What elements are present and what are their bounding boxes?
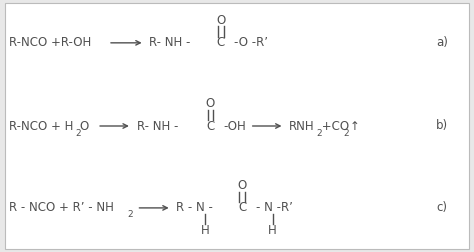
Text: 2: 2 [317, 129, 322, 138]
Text: ↑: ↑ [350, 119, 360, 133]
Text: R- NH -: R- NH - [149, 36, 191, 49]
Text: R - NCO + R’ - NH: R - NCO + R’ - NH [9, 201, 114, 214]
Text: O: O [80, 119, 89, 133]
Text: C: C [217, 36, 225, 49]
Text: 2: 2 [343, 129, 349, 138]
Text: - N -R’: - N -R’ [256, 201, 293, 214]
Text: 2: 2 [127, 210, 133, 219]
Text: R - N -: R - N - [176, 201, 213, 214]
FancyBboxPatch shape [5, 3, 469, 249]
Text: H: H [268, 224, 277, 237]
Text: 2: 2 [75, 129, 81, 138]
Text: b): b) [436, 119, 448, 133]
Text: R- NH -: R- NH - [137, 119, 178, 133]
Text: C: C [206, 119, 215, 133]
Text: O: O [216, 14, 226, 27]
Text: R-NCO + H: R-NCO + H [9, 119, 74, 133]
Text: O: O [237, 179, 247, 192]
Text: RNH: RNH [289, 119, 315, 133]
Text: -O -R’: -O -R’ [234, 36, 268, 49]
Text: a): a) [436, 36, 448, 49]
Text: -OH: -OH [223, 119, 246, 133]
Text: +CO: +CO [318, 119, 349, 133]
Text: C: C [238, 201, 246, 214]
Text: H: H [201, 224, 209, 237]
Text: O: O [206, 97, 215, 110]
Text: c): c) [436, 201, 447, 214]
Text: R-NCO +R-OH: R-NCO +R-OH [9, 36, 92, 49]
